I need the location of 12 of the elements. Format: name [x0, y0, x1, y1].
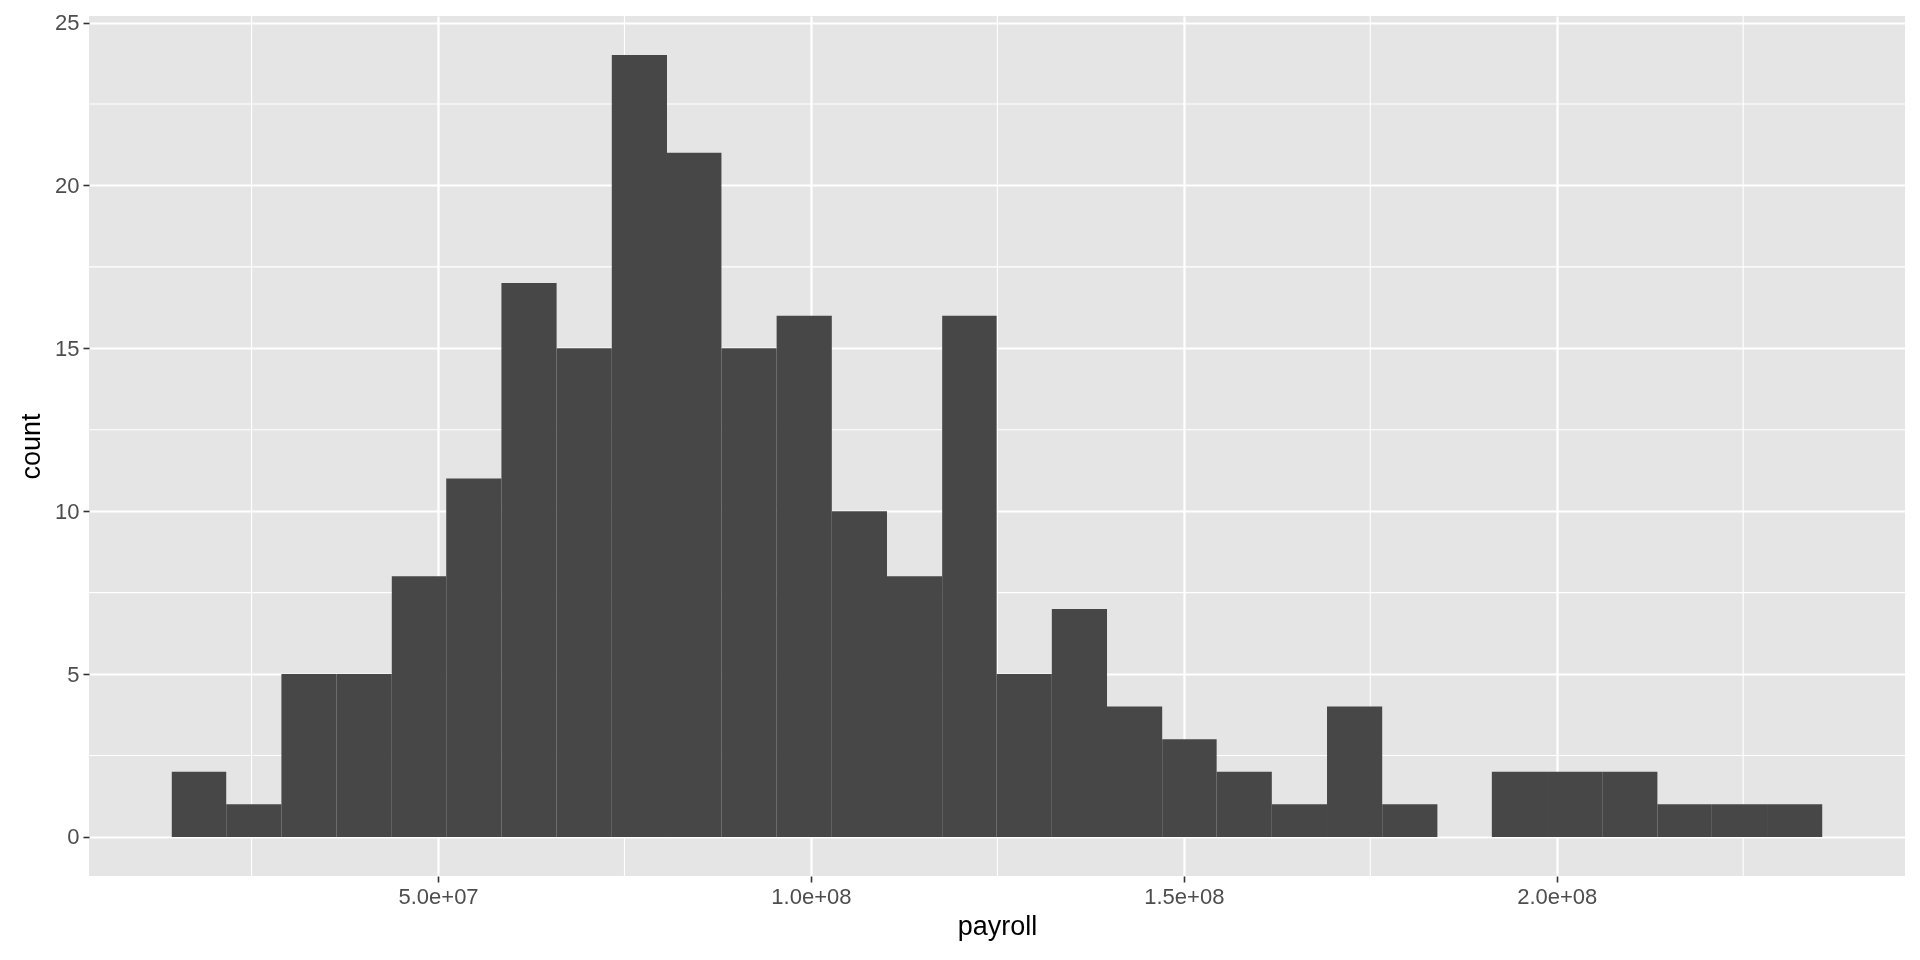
x-tick-label: 2.0e+08 — [1517, 883, 1598, 909]
y-tick-label: 0 — [67, 824, 80, 850]
y-axis-title: count — [16, 412, 47, 480]
y-tick-label: 20 — [55, 172, 80, 198]
x-tick-label: 1.0e+08 — [771, 883, 852, 909]
y-tick-label: 25 — [55, 10, 80, 36]
x-tick-label: 5.0e+07 — [398, 883, 479, 909]
y-tick-label: 5 — [67, 661, 80, 687]
y-tick-label: 15 — [55, 335, 80, 361]
x-tick-label: 1.5e+08 — [1144, 883, 1225, 909]
x-axis-title: payroll — [957, 910, 1038, 941]
y-tick-label: 10 — [55, 498, 80, 524]
